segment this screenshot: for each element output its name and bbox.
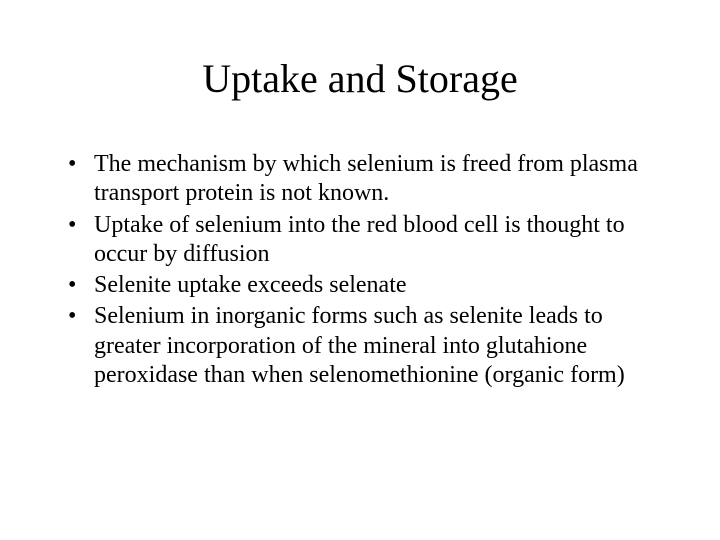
bullet-item: The mechanism by which selenium is freed…: [68, 150, 660, 209]
bullet-list: The mechanism by which selenium is freed…: [60, 150, 660, 390]
slide-title: Uptake and Storage: [60, 55, 660, 102]
bullet-item: Uptake of selenium into the red blood ce…: [68, 211, 660, 270]
slide-container: Uptake and Storage The mechanism by whic…: [0, 0, 720, 540]
bullet-item: Selenite uptake exceeds selenate: [68, 271, 660, 300]
bullet-item: Selenium in inorganic forms such as sele…: [68, 302, 660, 390]
